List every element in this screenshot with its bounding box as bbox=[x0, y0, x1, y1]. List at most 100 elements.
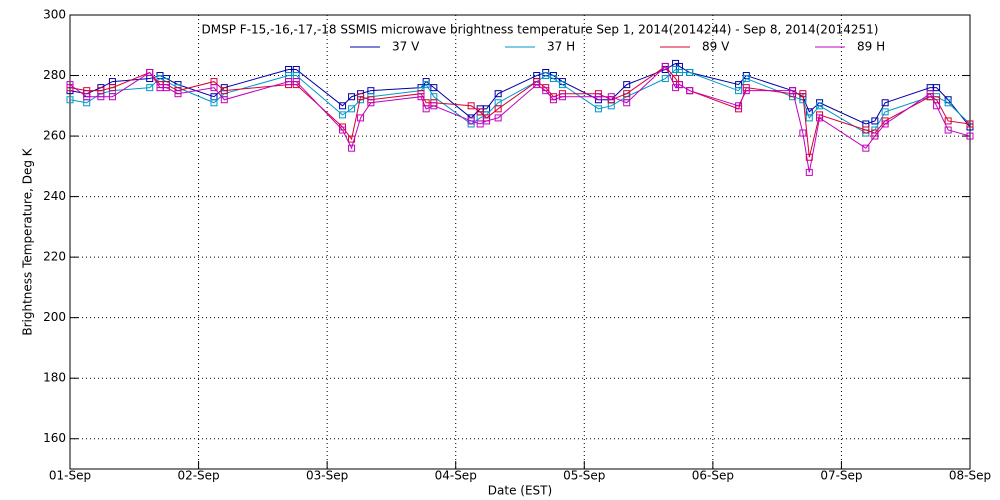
point-marker bbox=[607, 93, 615, 101]
point-marker bbox=[675, 69, 683, 77]
point-marker bbox=[944, 117, 952, 125]
point-marker bbox=[467, 102, 475, 110]
point-marker bbox=[97, 93, 105, 101]
point-marker bbox=[494, 90, 502, 98]
x-tick-label: 04-Sep bbox=[435, 469, 477, 483]
point-marker bbox=[675, 81, 683, 89]
point-marker bbox=[623, 90, 631, 98]
point-marker bbox=[417, 93, 425, 101]
point-marker bbox=[549, 75, 557, 83]
point-marker bbox=[467, 117, 475, 125]
y-tick-label: 280 bbox=[43, 68, 66, 82]
point-marker bbox=[558, 93, 566, 101]
point-marker bbox=[542, 87, 550, 95]
point-marker bbox=[210, 84, 218, 92]
legend-label: 37 H bbox=[547, 40, 575, 54]
point-marker bbox=[83, 93, 91, 101]
point-marker bbox=[742, 75, 750, 83]
point-marker bbox=[805, 168, 813, 176]
point-marker bbox=[558, 81, 566, 89]
point-marker bbox=[357, 114, 365, 122]
point-marker bbox=[672, 75, 680, 83]
point-marker bbox=[799, 129, 807, 137]
y-tick-label: 160 bbox=[43, 431, 66, 445]
point-marker bbox=[66, 81, 74, 89]
point-marker bbox=[220, 87, 228, 95]
point-marker bbox=[430, 102, 438, 110]
point-marker bbox=[348, 93, 356, 101]
x-tick-label: 08-Sep bbox=[949, 469, 991, 483]
point-marker bbox=[210, 99, 218, 107]
x-axis-label: Date (EST) bbox=[488, 484, 552, 498]
point-marker bbox=[881, 99, 889, 107]
point-marker bbox=[146, 69, 154, 77]
y-tick-label: 240 bbox=[43, 189, 66, 203]
point-marker bbox=[661, 62, 669, 70]
point-marker bbox=[422, 81, 430, 89]
point-marker bbox=[862, 144, 870, 152]
point-marker bbox=[66, 96, 74, 104]
point-marker bbox=[686, 69, 694, 77]
legend-label: 89 V bbox=[702, 40, 730, 54]
y-tick-label: 300 bbox=[43, 8, 66, 22]
y-tick-label: 220 bbox=[43, 250, 66, 264]
point-marker bbox=[494, 105, 502, 113]
point-marker bbox=[339, 126, 347, 134]
x-tick-label: 05-Sep bbox=[563, 469, 605, 483]
point-marker bbox=[933, 84, 941, 92]
point-marker bbox=[944, 126, 952, 134]
x-tick-label: 03-Sep bbox=[306, 469, 348, 483]
point-marker bbox=[926, 90, 934, 98]
legend-label: 89 H bbox=[857, 40, 885, 54]
point-marker bbox=[348, 105, 356, 113]
legend-label: 37 V bbox=[392, 40, 420, 54]
point-marker bbox=[146, 84, 154, 92]
y-tick-label: 200 bbox=[43, 310, 66, 324]
point-marker bbox=[871, 132, 879, 140]
point-marker bbox=[533, 81, 541, 89]
point-marker bbox=[735, 102, 743, 110]
y-tick-label: 260 bbox=[43, 129, 66, 143]
point-marker bbox=[966, 132, 974, 140]
point-marker bbox=[367, 99, 375, 107]
point-marker bbox=[966, 120, 974, 128]
point-marker bbox=[430, 84, 438, 92]
point-marker bbox=[494, 114, 502, 122]
point-marker bbox=[735, 87, 743, 95]
point-marker bbox=[476, 108, 484, 116]
point-marker bbox=[285, 78, 293, 86]
series-line bbox=[69, 65, 971, 173]
point-marker bbox=[661, 75, 669, 83]
point-marker bbox=[594, 105, 602, 113]
point-marker bbox=[862, 126, 870, 134]
x-tick-label: 01-Sep bbox=[49, 469, 91, 483]
point-marker bbox=[292, 78, 300, 86]
point-marker bbox=[483, 117, 491, 125]
point-marker bbox=[816, 102, 824, 110]
point-marker bbox=[799, 90, 807, 98]
point-marker bbox=[789, 87, 797, 95]
point-marker bbox=[108, 84, 116, 92]
point-marker bbox=[623, 81, 631, 89]
point-marker bbox=[339, 111, 347, 119]
chart-title: DMSP F-15,-16,-17,-18 SSMIS microwave br… bbox=[202, 23, 879, 37]
point-marker bbox=[162, 84, 170, 92]
x-tick-label: 06-Sep bbox=[692, 469, 734, 483]
y-axis-label: Brightness Temperature, Deg K bbox=[21, 147, 35, 335]
point-marker bbox=[742, 87, 750, 95]
point-marker bbox=[594, 93, 602, 101]
point-marker bbox=[357, 93, 365, 101]
point-marker bbox=[816, 114, 824, 122]
x-tick-label: 07-Sep bbox=[820, 469, 862, 483]
point-marker bbox=[944, 99, 952, 107]
x-tick-label: 02-Sep bbox=[177, 469, 219, 483]
point-marker bbox=[174, 90, 182, 98]
point-marker bbox=[220, 96, 228, 104]
point-marker bbox=[339, 102, 347, 110]
point-marker bbox=[686, 87, 694, 95]
point-marker bbox=[623, 99, 631, 107]
plot-frame bbox=[69, 14, 971, 470]
point-marker bbox=[422, 105, 430, 113]
